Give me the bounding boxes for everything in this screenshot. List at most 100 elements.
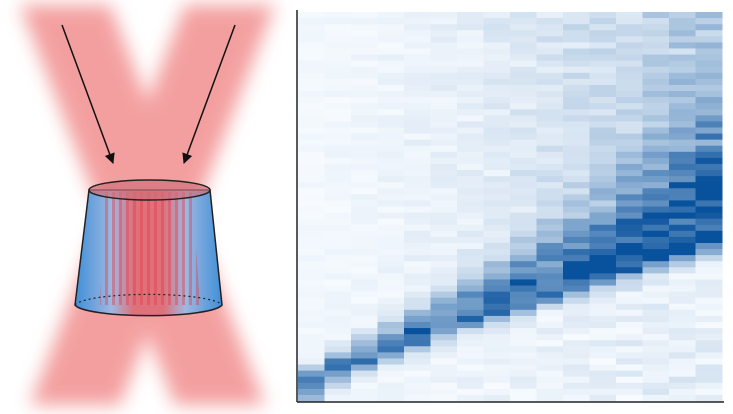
- heat-cell: [457, 255, 484, 262]
- heat-cell: [669, 84, 696, 92]
- heat-cell: [510, 12, 537, 19]
- heat-cell: [351, 370, 378, 378]
- heat-cell: [695, 97, 723, 104]
- heat-cell: [563, 36, 590, 43]
- heat-cell: [589, 242, 617, 250]
- heat-cell: [430, 188, 458, 195]
- heat-cell: [457, 358, 484, 366]
- heat-cell: [589, 170, 617, 177]
- heat-cell: [298, 364, 325, 372]
- heat-cell: [430, 72, 458, 80]
- heat-cell: [536, 334, 564, 341]
- heat-cell: [404, 388, 431, 396]
- heat-cell: [669, 242, 696, 250]
- heat-cell: [351, 297, 378, 305]
- heat-cell: [430, 236, 458, 244]
- heat-cell: [483, 97, 511, 104]
- heat-cell: [483, 182, 511, 189]
- heat-cell: [589, 376, 617, 384]
- heat-cell: [510, 334, 537, 341]
- heat-cell: [536, 224, 564, 232]
- heat-cell: [351, 321, 378, 329]
- heat-cell: [669, 133, 696, 141]
- heat-cell: [483, 321, 511, 329]
- heat-cell: [483, 84, 511, 92]
- heat-cell: [457, 115, 484, 122]
- heat-cell: [457, 97, 484, 104]
- heat-cell: [510, 18, 537, 25]
- heat-cell: [695, 346, 723, 353]
- heat-cell: [430, 388, 458, 396]
- heat-cell: [483, 145, 511, 153]
- heat-cell: [457, 382, 484, 390]
- heat-cell: [589, 103, 617, 110]
- heat-cell: [483, 224, 511, 232]
- heat-cell: [536, 12, 564, 19]
- heat-cell: [430, 18, 458, 25]
- heat-cell: [351, 12, 378, 19]
- heat-cell: [536, 133, 564, 141]
- heat-cell: [298, 346, 325, 353]
- heat-cell: [351, 78, 378, 86]
- heat-cell: [351, 194, 378, 201]
- heat-cell: [324, 328, 352, 335]
- heat-cell: [377, 176, 405, 183]
- heat-cell: [563, 115, 590, 122]
- heat-cell: [589, 358, 617, 366]
- heat-cell: [430, 218, 458, 226]
- heat-cell: [430, 109, 458, 116]
- heat-cell: [298, 394, 325, 402]
- heat-cell: [642, 242, 670, 250]
- heat-cell: [457, 242, 484, 250]
- heat-cell: [563, 352, 590, 359]
- heat-cell: [510, 285, 537, 293]
- heat-cell: [430, 230, 458, 238]
- heat-cell: [457, 151, 484, 159]
- heat-cell: [377, 236, 405, 244]
- heat-cell: [616, 346, 643, 353]
- heat-cell: [430, 12, 458, 19]
- heat-cell: [377, 91, 405, 98]
- heat-cell: [669, 24, 696, 31]
- heat-cell: [324, 358, 352, 366]
- heat-cell: [510, 358, 537, 366]
- heat-cell: [324, 24, 352, 31]
- heat-cell: [430, 249, 458, 256]
- heat-cell: [324, 340, 352, 347]
- heat-cell: [536, 91, 564, 98]
- heat-cell: [430, 267, 458, 274]
- heat-cell: [642, 97, 670, 104]
- heat-cell: [351, 109, 378, 116]
- heat-cell: [642, 212, 670, 220]
- heat-cell: [457, 54, 484, 62]
- heat-cell: [642, 151, 670, 159]
- heat-cell: [404, 267, 431, 274]
- heat-cell: [669, 12, 696, 19]
- heat-cell: [642, 163, 670, 171]
- heat-cell: [695, 115, 723, 122]
- heat-cell: [563, 30, 590, 37]
- heat-cell: [536, 279, 564, 287]
- heat-cell: [642, 303, 670, 311]
- heat-cell: [563, 358, 590, 366]
- heat-cell: [563, 394, 590, 402]
- heat-cell: [457, 18, 484, 25]
- heat-cell: [404, 321, 431, 329]
- heat-cell: [377, 273, 405, 280]
- heat-cell: [483, 376, 511, 384]
- heat-cell: [642, 60, 670, 68]
- heat-cell: [536, 382, 564, 390]
- heat-cell: [669, 121, 696, 128]
- heat-cell: [616, 352, 643, 359]
- heat-cell: [616, 176, 643, 183]
- heat-cell: [377, 303, 405, 311]
- heat-cell: [298, 267, 325, 274]
- heat-cell: [563, 279, 590, 287]
- heat-cell: [536, 30, 564, 37]
- heat-cell: [510, 340, 537, 347]
- heat-cell: [351, 60, 378, 68]
- heat-cell: [483, 48, 511, 56]
- heat-cell: [377, 388, 405, 396]
- heat-cell: [404, 24, 431, 31]
- heat-cell: [324, 36, 352, 43]
